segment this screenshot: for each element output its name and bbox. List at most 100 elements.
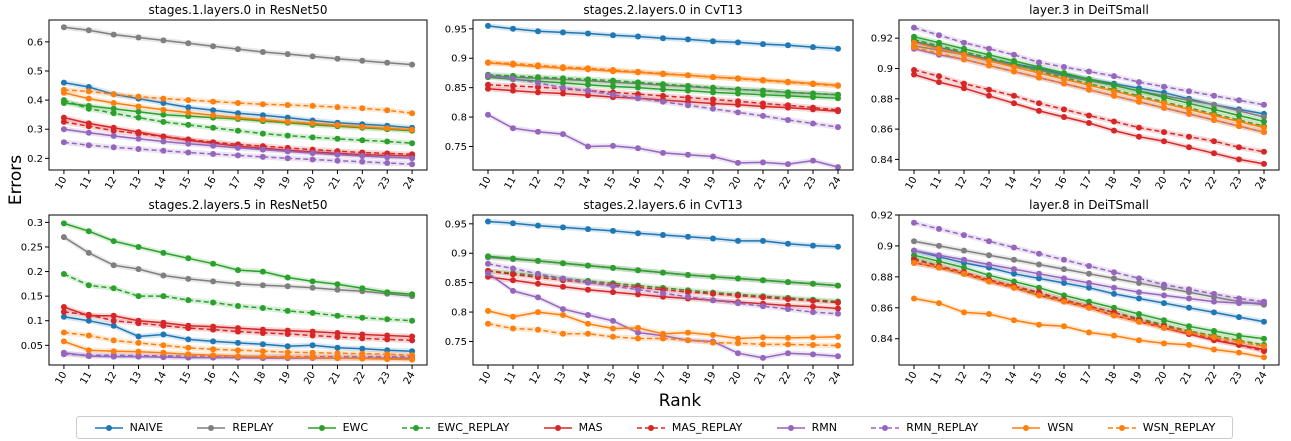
point-mas-replay <box>1011 92 1017 99</box>
x-tick-label: 12 <box>528 370 544 387</box>
point-ewc-replay <box>409 140 416 147</box>
panel-title: layer.8 in DeiTSmall <box>1029 198 1149 212</box>
point-wsn-replay <box>835 342 841 349</box>
point-mas-replay <box>835 299 841 306</box>
point-rmn <box>635 145 641 152</box>
point-ewc-replay <box>660 81 666 88</box>
point-mas-replay <box>1036 100 1042 107</box>
point-ewc-replay <box>610 77 616 84</box>
y-tick-label: 0.86 <box>871 303 893 314</box>
series-line-mas-replay <box>913 259 1265 352</box>
x-tick-label: 22 <box>352 175 368 192</box>
point-wsn <box>635 324 641 331</box>
point-mas <box>60 114 67 121</box>
point-wsn-replay <box>185 97 192 104</box>
point-replay <box>1086 270 1092 277</box>
band-rmn-replay <box>914 220 1264 305</box>
point-mas <box>585 92 591 99</box>
point-rmn-replay <box>284 155 291 162</box>
point-ewc-replay <box>135 114 142 121</box>
point-rmn-replay <box>1236 97 1242 104</box>
point-rmn <box>235 144 241 151</box>
point-wsn-replay <box>735 75 741 82</box>
point-ewc <box>1011 278 1017 285</box>
point-ewc-replay <box>259 305 266 311</box>
y-tick-label: 0.05 <box>21 341 43 352</box>
point-rmn-replay <box>635 95 641 102</box>
legend-swatch-marker <box>1118 424 1125 431</box>
point-wsn-replay <box>409 110 416 117</box>
point-replay <box>309 284 316 291</box>
point-rmn-replay <box>660 98 666 105</box>
x-tick-label: 10 <box>478 175 494 192</box>
point-mas <box>1061 114 1067 120</box>
point-rmn <box>85 129 92 136</box>
legend-swatch-marker <box>1023 424 1030 431</box>
point-replay <box>60 234 67 241</box>
point-ewc <box>936 258 942 265</box>
point-naive <box>259 112 266 119</box>
x-tick-label: 10 <box>904 175 920 192</box>
point-ewc <box>660 86 666 93</box>
point-wsn-replay <box>961 270 967 277</box>
point-rmn-replay <box>986 238 992 245</box>
point-wsn <box>510 313 516 320</box>
point-rmn-replay <box>60 351 67 358</box>
point-mas-replay <box>760 294 766 301</box>
y-tick-label: 0.85 <box>445 278 467 289</box>
series-line-mas-replay <box>487 83 839 111</box>
point-rmn <box>610 317 616 324</box>
figure-xlabel: Rank <box>659 391 702 411</box>
point-rmn-replay <box>485 72 491 79</box>
point-ewc <box>1186 323 1192 330</box>
point-rmn-replay <box>961 232 967 239</box>
x-tick-label: 16 <box>628 175 644 192</box>
point-mas <box>936 79 942 86</box>
point-mas <box>1236 156 1242 163</box>
point-wsn-replay <box>259 101 266 108</box>
y-tick-label: 0.84 <box>871 334 893 345</box>
point-wsn-replay <box>635 335 641 342</box>
point-mas-replay <box>835 107 841 113</box>
x-tick-label: 16 <box>628 370 644 387</box>
point-wsn <box>235 114 241 121</box>
point-wsn-replay <box>1236 338 1242 345</box>
point-wsn <box>1136 337 1142 344</box>
y-tick-label: 0.86 <box>871 125 893 136</box>
point-rmn <box>810 157 816 164</box>
point-rmn-replay <box>810 309 816 316</box>
point-replay <box>1036 261 1042 268</box>
y-tick-label: 0.9 <box>877 64 893 75</box>
point-wsn-replay <box>735 340 741 347</box>
x-tick-label: 20 <box>302 175 318 192</box>
point-rmn-replay <box>85 142 92 149</box>
point-wsn-replay <box>560 330 566 337</box>
point-replay <box>284 51 291 58</box>
band-mas-replay <box>63 309 413 344</box>
point-wsn <box>961 309 967 316</box>
point-naive <box>235 339 241 346</box>
x-tick-label: 21 <box>1179 175 1195 192</box>
point-rmn <box>284 148 291 155</box>
band-wsn-replay <box>488 321 838 349</box>
legend-swatch <box>543 424 572 431</box>
x-tick-label: 21 <box>1179 370 1195 387</box>
point-rmn <box>1086 280 1092 286</box>
point-wsn-replay <box>785 79 791 86</box>
point-rmn-replay <box>835 310 841 317</box>
point-replay <box>110 31 117 38</box>
y-tick-label: 0.2 <box>27 267 43 278</box>
point-naive <box>810 242 816 249</box>
y-tick-label: 0.2 <box>27 154 43 165</box>
point-rmn-replay <box>235 152 241 159</box>
point-mas <box>1011 100 1017 107</box>
point-naive <box>810 44 816 51</box>
point-replay <box>110 262 117 269</box>
x-tick-label: 24 <box>1254 370 1270 387</box>
point-wsn-replay <box>585 65 591 72</box>
point-naive <box>635 33 641 40</box>
point-wsn <box>911 39 917 46</box>
point-naive <box>1061 280 1067 286</box>
band-ewc <box>914 252 1264 342</box>
series-line-ewc-replay <box>487 270 839 303</box>
